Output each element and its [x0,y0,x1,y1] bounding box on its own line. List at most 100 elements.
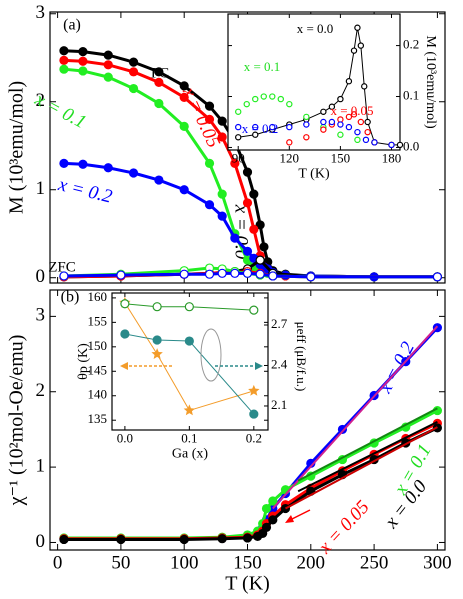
point [154,67,164,77]
point [204,200,215,210]
point [361,83,368,90]
x-tick-label: 90 [232,151,245,166]
point [103,163,113,173]
x-tick-label: 0 [53,553,63,574]
point [243,100,250,108]
point [59,534,69,545]
point [184,302,194,312]
point [204,158,215,168]
point [303,134,310,141]
point [286,139,293,146]
y-tick-label: 150 [88,338,108,353]
x-tick-label: 50 [111,553,130,574]
point [128,67,139,77]
point [235,134,242,141]
y2-tick-label: 2.1 [271,397,287,412]
point [286,123,293,131]
point [255,220,265,230]
point [255,255,265,265]
point [59,46,69,56]
point [78,46,88,57]
annotation: (a) [63,17,81,34]
point [59,158,69,168]
point [103,72,113,82]
y-axis-label: χ⁻¹ (10²mol-Oe/emu) [6,335,28,507]
y-axis-label: M (10³emu/mol) [423,35,438,129]
point [217,211,227,221]
point [255,269,265,279]
point [364,118,371,126]
y-tick-label: 2 [36,90,46,111]
point [179,185,189,195]
series-line [272,325,439,510]
point [268,496,278,506]
point [103,60,113,70]
point [128,168,139,178]
point [230,268,240,278]
point [242,268,253,278]
point [286,100,293,108]
series-line [297,407,438,482]
annotation: FC [151,65,169,81]
point [350,47,358,54]
point [204,269,215,279]
x-tick-label: 0.1 [181,431,197,446]
x-tick-label: 120 [280,151,300,166]
series-label: x = 0.0 [231,204,252,260]
y-tick-label: 1 [36,455,46,476]
point [388,141,395,149]
point [154,98,164,109]
point [242,198,253,208]
series-label: x = 0.0 [297,21,334,36]
ellipse [200,328,222,382]
point [120,329,130,339]
y-axis-label: M (10³emu/mol) [6,81,28,214]
point [320,108,327,115]
point [179,534,189,545]
point [249,409,259,419]
y-tick-label: 3 [36,305,46,326]
y-tick-label: 0.1 [403,88,419,103]
point [242,533,253,543]
point [269,93,276,100]
point [345,113,353,121]
point [152,302,162,312]
x-tick-label: 150 [331,151,351,166]
y-tick-label: 135 [88,411,108,426]
point [303,113,310,121]
series-line [124,333,255,415]
x-tick-label: 180 [382,151,402,166]
point [154,77,164,87]
point [320,126,327,133]
point [364,128,371,136]
y2-tick-label: 2.7 [271,316,288,331]
point [179,121,189,131]
arrowhead [285,515,294,523]
y-tick-label: 0.0 [403,138,419,153]
point [337,131,344,138]
x-tick-label: 300 [423,553,452,574]
point [204,101,215,111]
x-tick-label: 100 [170,553,199,574]
y2-axis-label: μeff (μB/f.u.) [294,322,309,392]
x-axis-label: T (K) [298,166,330,181]
x-tick-label: 200 [297,553,326,574]
point [328,118,336,126]
x-axis-label: Ga (x) [172,446,208,461]
y-tick-label: 160 [88,289,108,304]
point [249,224,259,234]
point [78,56,88,66]
y-axis-label: θp (K) [76,343,91,380]
point [320,118,327,126]
point [261,522,272,532]
series-label: x = 0.05 [330,103,373,118]
y-tick-label: 0 [36,531,46,552]
point [128,83,139,94]
point [337,121,344,128]
y-tick-label: 0.2 [403,37,419,52]
point [128,57,139,67]
point [432,272,443,282]
point [154,175,164,185]
